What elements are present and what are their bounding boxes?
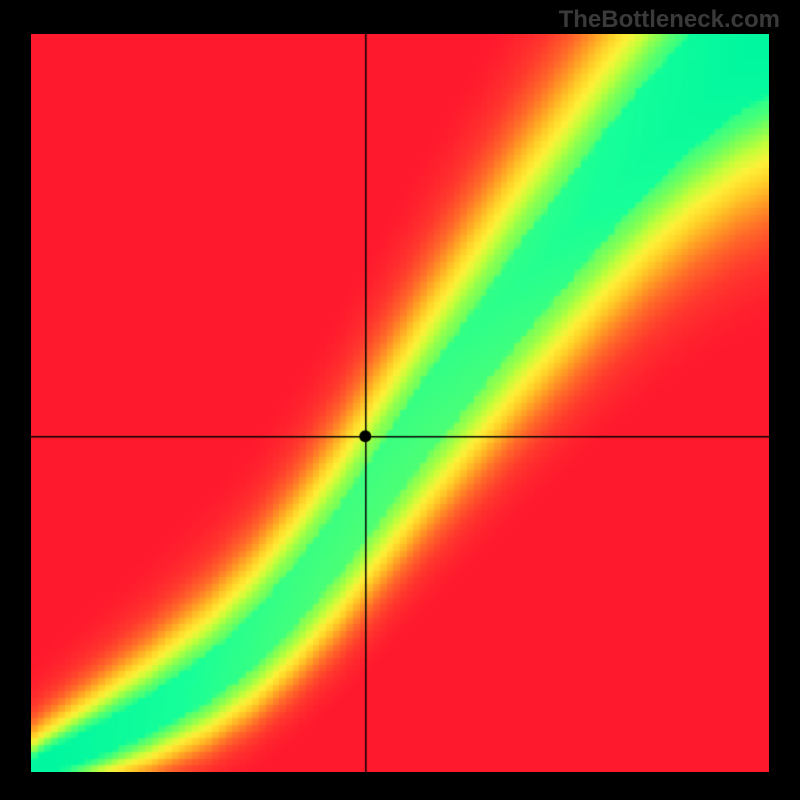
overlay-canvas <box>31 34 769 772</box>
chart-container: TheBottleneck.com <box>0 0 800 800</box>
watermark-text: TheBottleneck.com <box>559 6 780 34</box>
